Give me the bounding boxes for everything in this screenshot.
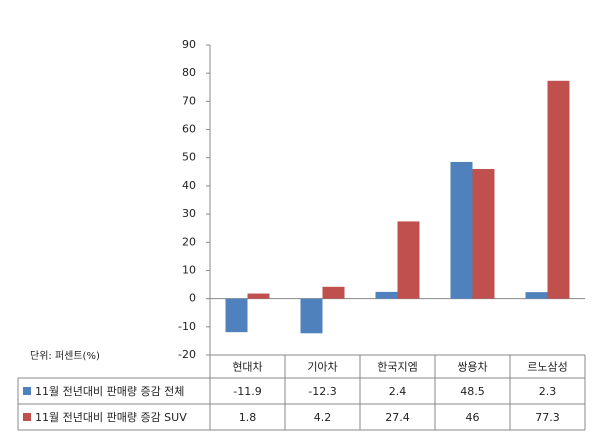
table-value: 2.4 (389, 385, 407, 398)
legend-label: 11월 전년대비 판매량 증감 전체 (35, 385, 184, 398)
y-tick-label: 30 (182, 207, 196, 220)
x-tick-label: 한국지엠 (377, 361, 417, 374)
bar (322, 286, 345, 299)
table-value: 27.4 (385, 411, 410, 424)
table-value: 4.2 (314, 411, 332, 424)
bar (450, 161, 473, 299)
x-tick-label: 쌍용차 (457, 361, 487, 374)
unit-note: 단위: 퍼센트(%) (30, 349, 100, 362)
table-value: -12.3 (308, 385, 336, 398)
y-tick-label: 60 (182, 123, 196, 136)
x-tick-label: 르노삼성 (527, 361, 567, 374)
table-value: 48.5 (460, 385, 485, 398)
y-tick-label: -20 (178, 348, 196, 361)
legend-swatch (23, 413, 31, 421)
legend-swatch (23, 387, 31, 395)
y-tick-label: 10 (182, 263, 196, 276)
table-value: 46 (466, 411, 480, 424)
table-value: 77.3 (535, 411, 560, 424)
bar (547, 80, 570, 299)
y-tick-label: 90 (182, 38, 196, 51)
y-tick-label: 70 (182, 94, 196, 107)
y-tick-label: 0 (189, 292, 196, 305)
bar (397, 221, 420, 299)
table-value: 1.8 (239, 411, 257, 424)
bar (247, 293, 270, 299)
bar (225, 298, 248, 333)
bar (525, 292, 548, 299)
x-tick-label: 현대차 (232, 361, 262, 374)
table-value: 2.3 (539, 385, 557, 398)
y-tick-label: 80 (182, 66, 196, 79)
y-tick-label: 40 (182, 179, 196, 192)
y-tick-label: 50 (182, 151, 196, 164)
legend-label: 11월 전년대비 판매량 증감 SUV (35, 411, 187, 424)
bar (300, 298, 323, 334)
x-tick-label: 기아차 (307, 361, 337, 374)
table-value: -11.9 (233, 385, 261, 398)
bar (472, 169, 495, 299)
y-tick-label: -10 (178, 320, 196, 333)
bar (375, 291, 398, 299)
y-tick-label: 20 (182, 235, 196, 248)
